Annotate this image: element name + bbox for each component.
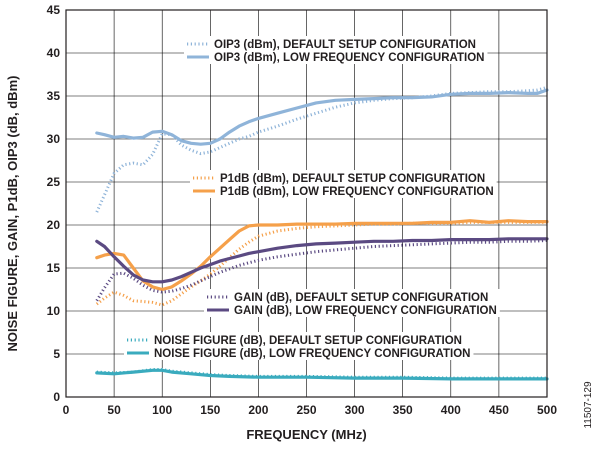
x-tick-label: 150	[200, 403, 220, 417]
y-tick-label: 0	[53, 390, 60, 404]
series-line-p1db-low-frequency	[97, 221, 547, 290]
x-tick-label: 50	[107, 403, 121, 417]
x-tick-label: 250	[296, 403, 316, 417]
legend-label: P1dB (dBm), LOW FREQUENCY CONFIGURATION	[220, 186, 494, 198]
legend: OIP3 (dBm), DEFAULT SETUP CONFIGURATIONO…	[124, 36, 500, 360]
series-line-oip3-low-frequency	[97, 90, 547, 144]
x-tick-label: 500	[537, 403, 557, 417]
x-axis-label: FREQUENCY (MHz)	[246, 427, 366, 442]
x-tick-label: 100	[152, 403, 172, 417]
y-tick-label: 25	[47, 175, 61, 189]
figure-id: 11507-129	[583, 381, 594, 429]
x-tick-label: 200	[248, 403, 268, 417]
legend-label: OIP3 (dBm), DEFAULT SETUP CONFIGURATION	[214, 39, 476, 51]
legend-label: OIP3 (dBm), LOW FREQUENCY CONFIGURATION	[214, 52, 484, 64]
legend-label: P1dB (dBm), DEFAULT SETUP CONFIGURATION	[220, 173, 485, 185]
x-tick-label: 350	[393, 403, 413, 417]
y-tick-label: 20	[47, 218, 61, 232]
y-tick-label: 10	[47, 304, 61, 318]
y-tick-label: 35	[47, 89, 61, 103]
x-tick-label: 0	[63, 403, 70, 417]
y-tick-label: 5	[53, 347, 60, 361]
y-tick-label: 45	[47, 3, 61, 17]
legend-label: NOISE FIGURE (dB), DEFAULT SETUP CONFIGU…	[154, 335, 462, 347]
series-line-nf-low-frequency	[97, 370, 547, 379]
y-tick-label: 15	[47, 261, 61, 275]
x-tick-label: 450	[489, 403, 509, 417]
y-tick-label: 40	[47, 46, 61, 60]
legend-label: GAIN (dB), DEFAULT SETUP CONFIGURATION	[234, 292, 488, 304]
legend-label: GAIN (dB), LOW FREQUENCY CONFIGURATION	[234, 305, 497, 317]
y-axis-label: NOISE FIGURE, GAIN, P1dB, OIP3 (dB, dBm)	[5, 76, 20, 352]
y-tick-label: 30	[47, 132, 61, 146]
legend-label: NOISE FIGURE (dB), LOW FREQUENCY CONFIGU…	[154, 348, 470, 360]
x-tick-label: 300	[345, 403, 365, 417]
series-line-gain-low-frequency	[97, 239, 547, 282]
x-tick-label: 400	[441, 403, 461, 417]
